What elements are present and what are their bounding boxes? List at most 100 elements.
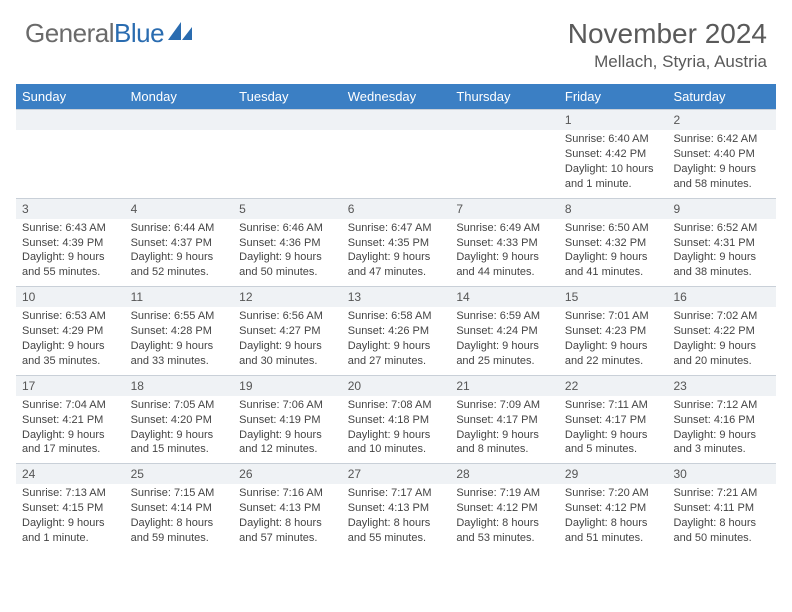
sunset-text: Sunset: 4:23 PM: [565, 324, 662, 339]
daylight-text: Daylight: 8 hours and 51 minutes.: [565, 516, 662, 546]
week-row: 3 Sunrise: 6:43 AMSunset: 4:39 PM Daylight…: [16, 198, 776, 287]
weekday-monday: Monday: [125, 84, 234, 109]
day-cell: 16Sunrise: 7:02 AMSunset: 4:22 PMDayligh…: [667, 287, 776, 375]
day-body: Sunrise: 7:05 AMSunset: 4:20 PMDaylight:…: [125, 396, 234, 463]
header: GeneralBlue November 2024 Mellach, Styri…: [0, 0, 792, 78]
daylight-text: Daylight: 9 hours and 41 minutes.: [565, 250, 662, 280]
day-body: Sunrise: 7:09 AMSunset: 4:17 PMDaylight:…: [450, 396, 559, 463]
day-number: .: [16, 110, 125, 130]
sunrise-text: Sunrise: 6:58 AM: [348, 309, 445, 324]
daylight-text: Daylight: 9 hours and 38 minutes.: [673, 250, 770, 280]
sunrise-text: Sunrise: 6:43 AM: [22, 221, 119, 236]
sunrise-text: Sunrise: 6:40 AM: [565, 132, 662, 147]
day-cell: 30Sunrise: 7:21 AMSunset: 4:11 PMDayligh…: [667, 464, 776, 552]
day-body: Sunrise: 7:17 AMSunset: 4:13 PMDaylight:…: [342, 484, 451, 551]
logo: GeneralBlue: [25, 18, 194, 49]
day-number: 13: [342, 287, 451, 307]
day-number: 26: [233, 464, 342, 484]
day-body: Sunrise: 6:49 AMSunset: 4:33 PMDaylight:…: [450, 219, 559, 286]
day-cell: 5Sunrise: 6:46 AMSunset: 4:36 PMDaylight…: [233, 199, 342, 287]
day-body: [342, 130, 451, 138]
day-number: 28: [450, 464, 559, 484]
day-body: Sunrise: 7:11 AMSunset: 4:17 PMDaylight:…: [559, 396, 668, 463]
weekday-header-row: Sunday Monday Tuesday Wednesday Thursday…: [16, 84, 776, 109]
sunset-text: Sunset: 4:32 PM: [565, 236, 662, 251]
day-body: Sunrise: 6:40 AMSunset: 4:42 PMDaylight:…: [559, 130, 668, 197]
day-number: 1: [559, 110, 668, 130]
day-cell: .: [342, 110, 451, 198]
day-body: Sunrise: 7:12 AMSunset: 4:16 PMDaylight:…: [667, 396, 776, 463]
day-body: Sunrise: 6:50 AMSunset: 4:32 PMDaylight:…: [559, 219, 668, 286]
sunrise-text: Sunrise: 6:52 AM: [673, 221, 770, 236]
week-row: 24Sunrise: 7:13 AMSunset: 4:15 PMDayligh…: [16, 463, 776, 552]
day-number: 3: [16, 199, 125, 219]
weekday-thursday: Thursday: [450, 84, 559, 109]
day-body: Sunrise: 7:16 AMSunset: 4:13 PMDaylight:…: [233, 484, 342, 551]
week-row: .....1Sunrise: 6:40 AMSunset: 4:42 PMDay…: [16, 109, 776, 198]
sunset-text: Sunset: 4:20 PM: [131, 413, 228, 428]
daylight-text: Daylight: 10 hours and 1 minute.: [565, 162, 662, 192]
sunset-text: Sunset: 4:24 PM: [456, 324, 553, 339]
day-cell: 22Sunrise: 7:11 AMSunset: 4:17 PMDayligh…: [559, 376, 668, 464]
day-number: 24: [16, 464, 125, 484]
day-number: 6: [342, 199, 451, 219]
day-number: 7: [450, 199, 559, 219]
logo-word-2: Blue: [114, 18, 164, 49]
daylight-text: Daylight: 9 hours and 35 minutes.: [22, 339, 119, 369]
day-body: Sunrise: 7:20 AMSunset: 4:12 PMDaylight:…: [559, 484, 668, 551]
day-number: 4: [125, 199, 234, 219]
day-body: Sunrise: 7:13 AMSunset: 4:15 PMDaylight:…: [16, 484, 125, 551]
sunset-text: Sunset: 4:14 PM: [131, 501, 228, 516]
day-cell: 29Sunrise: 7:20 AMSunset: 4:12 PMDayligh…: [559, 464, 668, 552]
location: Mellach, Styria, Austria: [568, 52, 767, 72]
day-cell: 10Sunrise: 6:53 AMSunset: 4:29 PMDayligh…: [16, 287, 125, 375]
daylight-text: Daylight: 9 hours and 33 minutes.: [131, 339, 228, 369]
daylight-text: Daylight: 8 hours and 55 minutes.: [348, 516, 445, 546]
day-cell: 2Sunrise: 6:42 AMSunset: 4:40 PMDaylight…: [667, 110, 776, 198]
sunset-text: Sunset: 4:17 PM: [456, 413, 553, 428]
weekday-friday: Friday: [559, 84, 668, 109]
sunrise-text: Sunrise: 7:05 AM: [131, 398, 228, 413]
sunset-text: Sunset: 4:11 PM: [673, 501, 770, 516]
weekday-sunday: Sunday: [16, 84, 125, 109]
day-body: Sunrise: 7:01 AMSunset: 4:23 PMDaylight:…: [559, 307, 668, 374]
daylight-text: Daylight: 9 hours and 1 minute.: [22, 516, 119, 546]
sunset-text: Sunset: 4:36 PM: [239, 236, 336, 251]
day-cell: 18Sunrise: 7:05 AMSunset: 4:20 PMDayligh…: [125, 376, 234, 464]
sunrise-text: Sunrise: 7:12 AM: [673, 398, 770, 413]
sunrise-text: Sunrise: 7:11 AM: [565, 398, 662, 413]
day-number: 9: [667, 199, 776, 219]
sunset-text: Sunset: 4:13 PM: [348, 501, 445, 516]
logo-word-1: General: [25, 18, 114, 49]
weekday-saturday: Saturday: [667, 84, 776, 109]
sunrise-text: Sunrise: 7:19 AM: [456, 486, 553, 501]
day-cell: .: [233, 110, 342, 198]
daylight-text: Daylight: 9 hours and 30 minutes.: [239, 339, 336, 369]
sunset-text: Sunset: 4:13 PM: [239, 501, 336, 516]
day-number: 25: [125, 464, 234, 484]
sunset-text: Sunset: 4:39 PM: [22, 236, 119, 251]
sunrise-text: Sunrise: 6:56 AM: [239, 309, 336, 324]
day-body: Sunrise: 6:53 AMSunset: 4:29 PMDaylight:…: [16, 307, 125, 374]
daylight-text: Daylight: 9 hours and 44 minutes.: [456, 250, 553, 280]
weekday-wednesday: Wednesday: [342, 84, 451, 109]
day-cell: 24Sunrise: 7:13 AMSunset: 4:15 PMDayligh…: [16, 464, 125, 552]
sunrise-text: Sunrise: 7:06 AM: [239, 398, 336, 413]
daylight-text: Daylight: 9 hours and 47 minutes.: [348, 250, 445, 280]
day-cell: 8Sunrise: 6:50 AMSunset: 4:32 PMDaylight…: [559, 199, 668, 287]
sunset-text: Sunset: 4:42 PM: [565, 147, 662, 162]
daylight-text: Daylight: 8 hours and 59 minutes.: [131, 516, 228, 546]
day-cell: .: [125, 110, 234, 198]
sunrise-text: Sunrise: 7:01 AM: [565, 309, 662, 324]
sunrise-text: Sunrise: 6:50 AM: [565, 221, 662, 236]
daylight-text: Daylight: 9 hours and 22 minutes.: [565, 339, 662, 369]
sunset-text: Sunset: 4:22 PM: [673, 324, 770, 339]
sunrise-text: Sunrise: 6:46 AM: [239, 221, 336, 236]
sunrise-text: Sunrise: 7:04 AM: [22, 398, 119, 413]
sunrise-text: Sunrise: 6:47 AM: [348, 221, 445, 236]
day-cell: .: [450, 110, 559, 198]
day-number: 22: [559, 376, 668, 396]
day-number: .: [450, 110, 559, 130]
day-body: Sunrise: 6:58 AMSunset: 4:26 PMDaylight:…: [342, 307, 451, 374]
day-cell: 21Sunrise: 7:09 AMSunset: 4:17 PMDayligh…: [450, 376, 559, 464]
